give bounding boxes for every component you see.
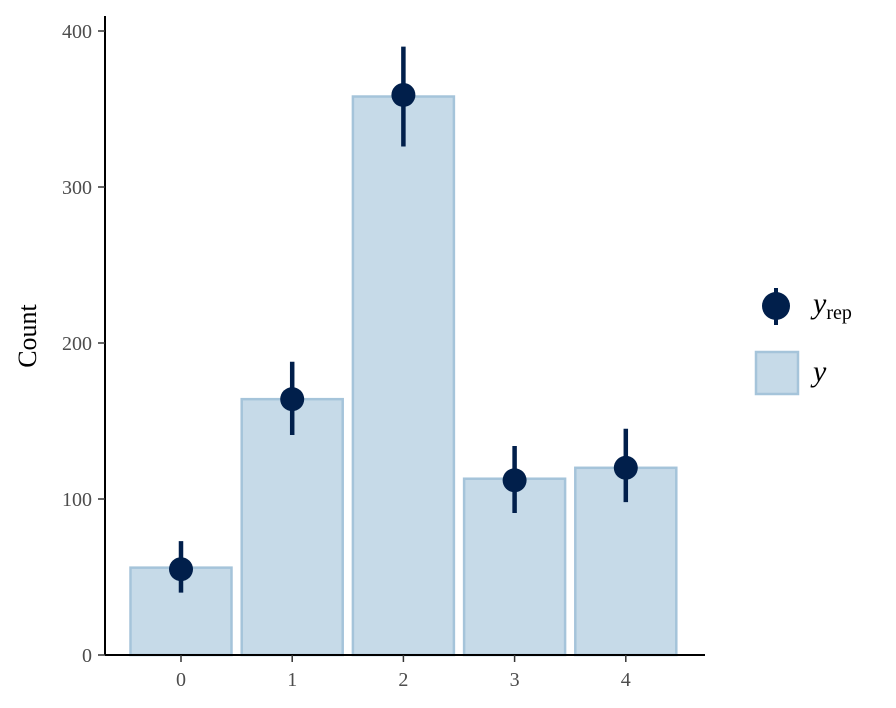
yrep-point-0 [169, 557, 193, 582]
x-tick-label-2: 2 [398, 669, 408, 691]
legend-item-y: y [754, 350, 827, 396]
y-tick-label-300: 300 [62, 177, 92, 199]
yrep-point-1 [280, 387, 305, 412]
x-tick-label-4: 4 [621, 669, 631, 691]
y-axis-title: Count [13, 303, 42, 367]
y-ticks: 0 100 200 300 400 [62, 21, 105, 667]
yrep-point-4 [613, 455, 638, 480]
y-tick-label-400: 400 [62, 21, 92, 43]
y-tick-label-100: 100 [62, 489, 92, 511]
legend-yrep-label: yrep [810, 287, 852, 324]
legend-yrep-point [762, 292, 790, 320]
y-tick-label-0: 0 [82, 645, 92, 667]
yrep-point-3 [502, 468, 527, 493]
legend-y-swatch [754, 350, 800, 396]
yrep-layer [169, 46, 638, 593]
bars-layer [129, 95, 678, 657]
yrep-point-2 [391, 82, 416, 107]
legend-yrep-label-main: y [810, 287, 827, 320]
legend-yrep-label-sub: rep [826, 302, 852, 324]
x-tick-label-3: 3 [510, 669, 520, 691]
legend: yrep y [754, 287, 852, 396]
legend-item-yrep: yrep [762, 287, 852, 325]
bar-1 [240, 397, 344, 657]
x-ticks: 0 1 2 3 4 [176, 655, 631, 691]
x-tick-label-0: 0 [176, 669, 186, 691]
legend-y-label: y [810, 355, 827, 388]
bar-2 [351, 95, 456, 657]
y-tick-label-200: 200 [62, 333, 92, 355]
x-tick-label-1: 1 [287, 669, 297, 691]
